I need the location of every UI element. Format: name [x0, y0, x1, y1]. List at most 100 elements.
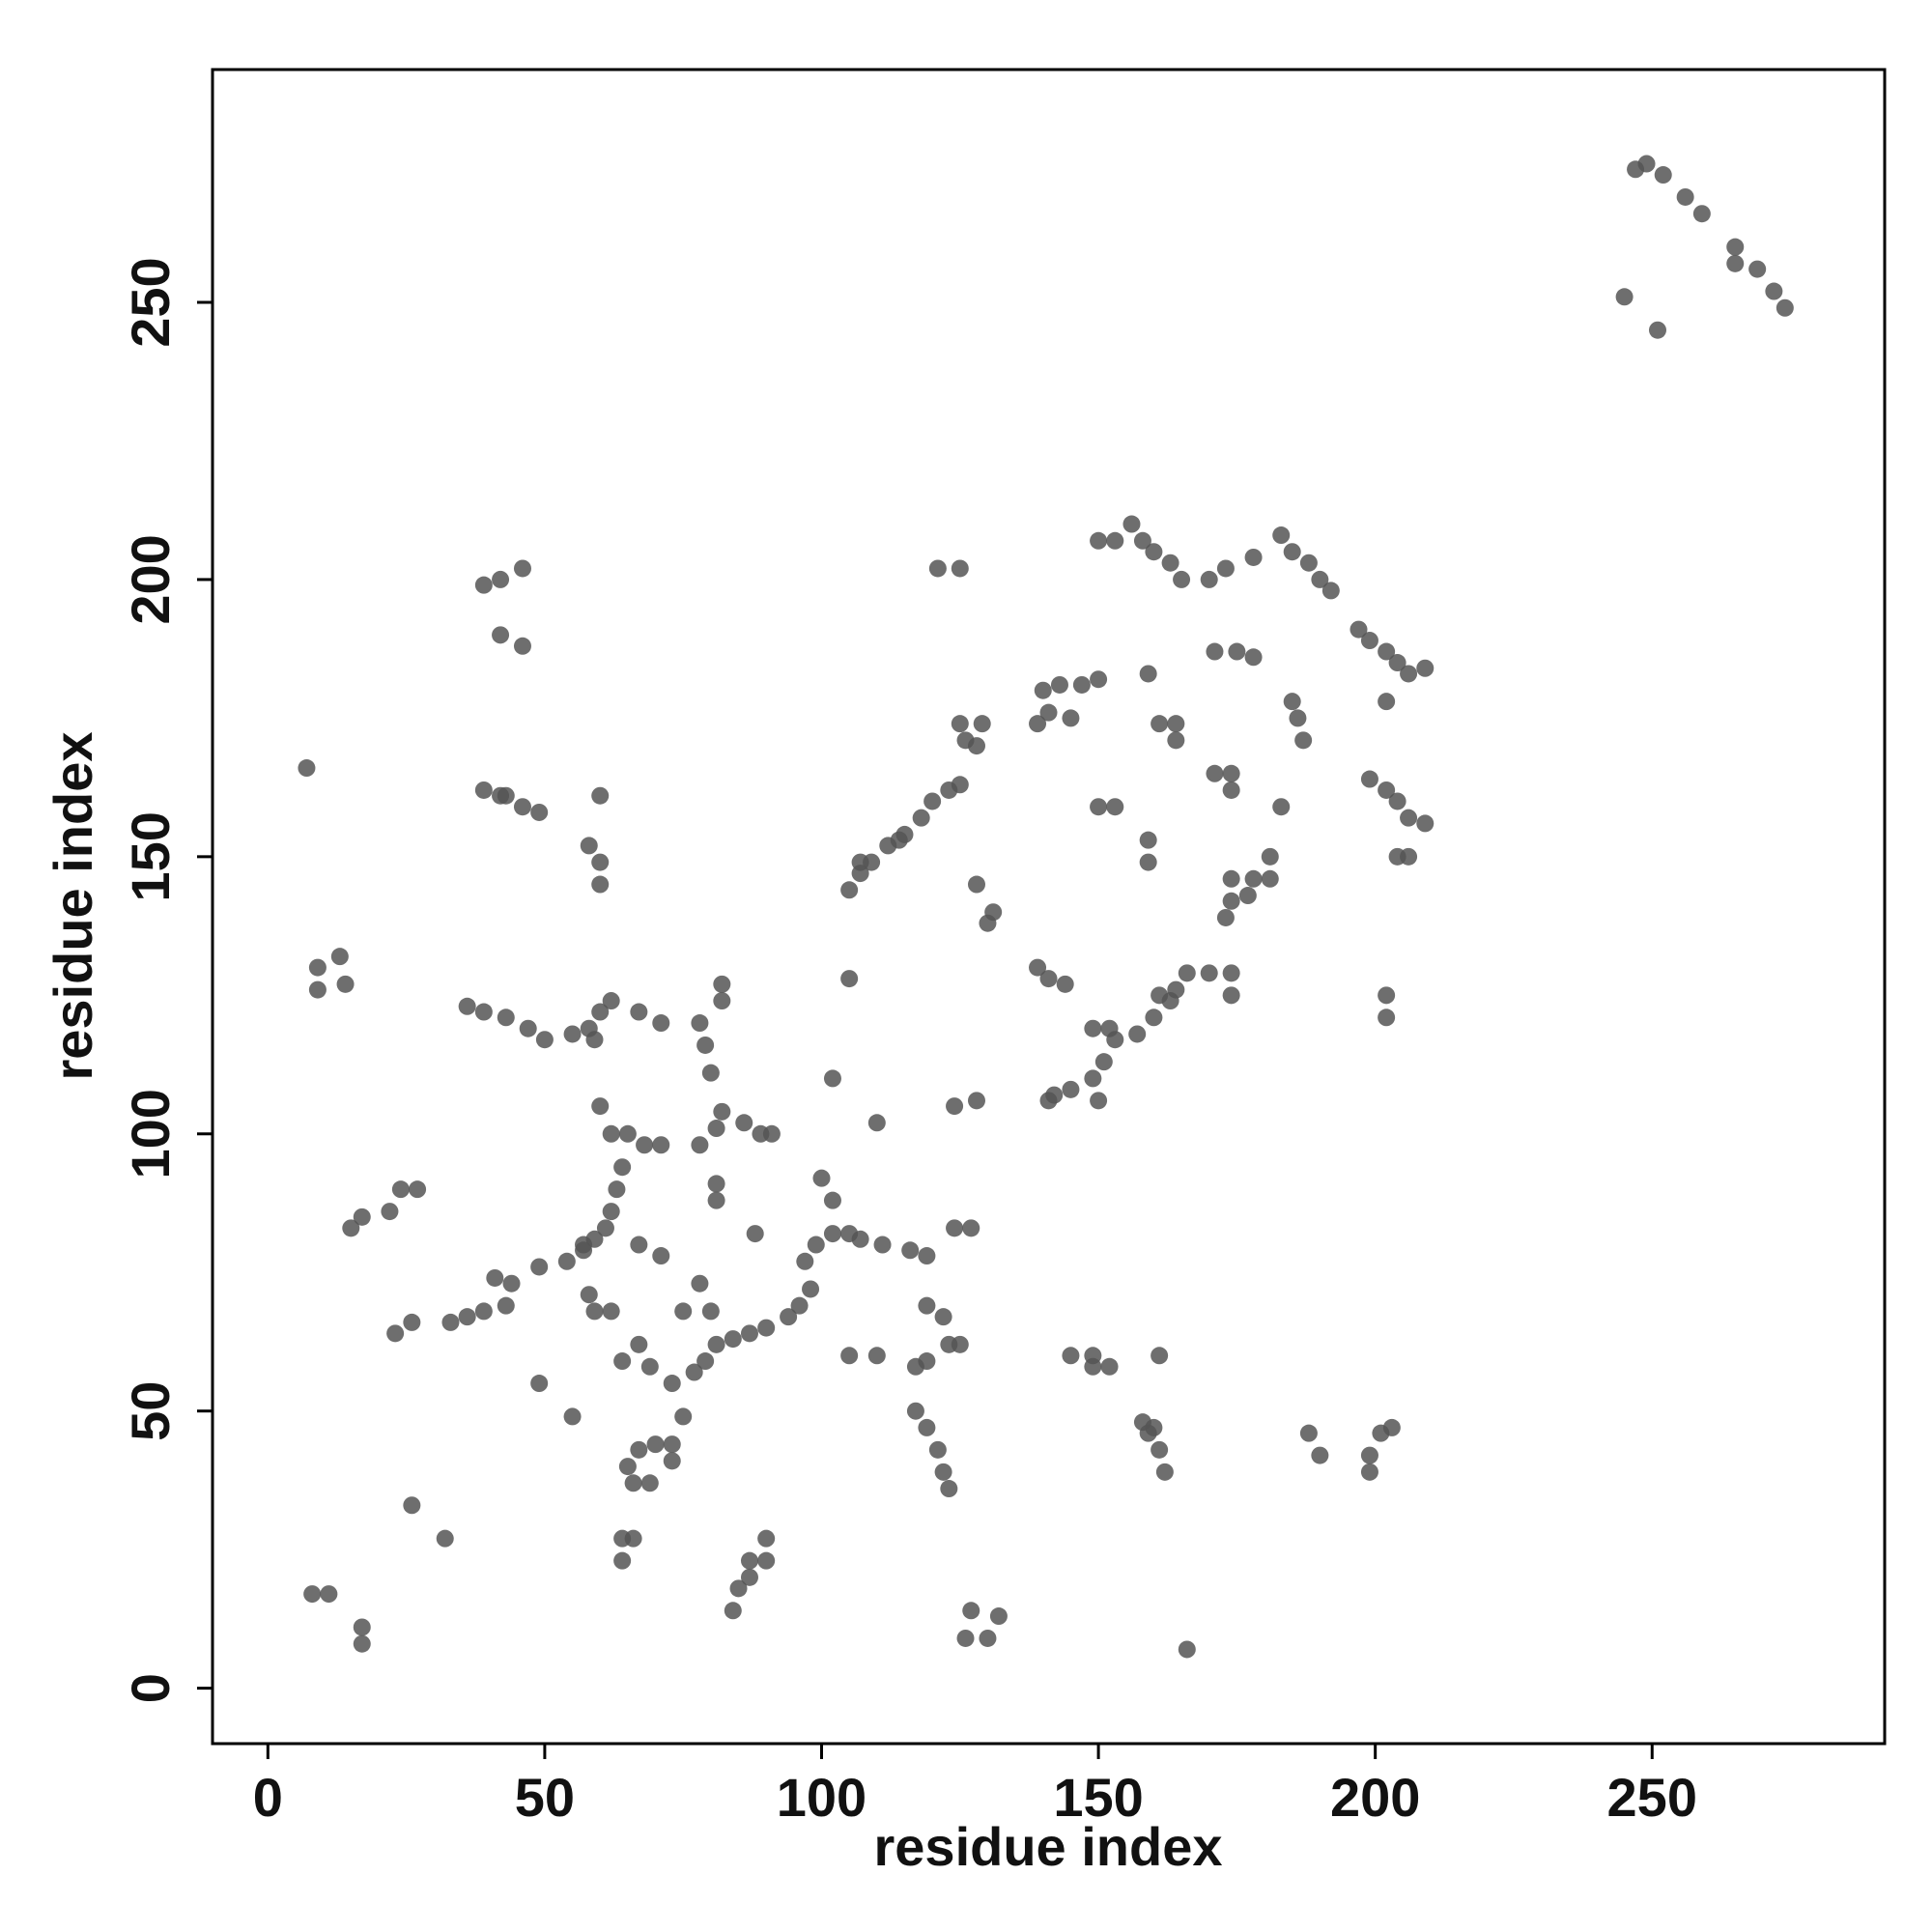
point: [1388, 847, 1406, 866]
point: [1726, 238, 1745, 256]
point: [746, 1225, 764, 1243]
point: [713, 1102, 731, 1121]
point: [979, 1629, 997, 1647]
point: [946, 1097, 964, 1116]
x-tick-label: 100: [777, 1767, 867, 1828]
point: [1244, 548, 1263, 566]
point: [1039, 1092, 1058, 1110]
point: [906, 1402, 924, 1420]
point: [618, 1124, 637, 1143]
point: [1416, 659, 1435, 677]
point: [1100, 1357, 1119, 1376]
point: [608, 1180, 626, 1199]
point: [1084, 1069, 1102, 1088]
point: [1272, 526, 1291, 545]
point: [1206, 764, 1224, 782]
point: [707, 1120, 725, 1138]
point: [513, 798, 531, 816]
point: [823, 1069, 841, 1088]
point: [1133, 531, 1151, 550]
point: [1200, 570, 1218, 588]
point: [1615, 288, 1634, 306]
point: [1062, 1080, 1080, 1098]
point: [1765, 282, 1783, 300]
point: [381, 1203, 399, 1221]
point: [674, 1407, 693, 1426]
point: [1360, 632, 1378, 650]
point: [696, 1352, 715, 1371]
point: [630, 1440, 648, 1459]
point: [790, 1296, 809, 1315]
point: [320, 1585, 338, 1604]
point: [458, 997, 476, 1015]
point: [535, 1031, 554, 1049]
point: [1261, 847, 1279, 866]
point: [1178, 964, 1196, 982]
point: [497, 1009, 515, 1027]
point: [1139, 1424, 1157, 1442]
point: [1261, 869, 1279, 888]
point: [1283, 693, 1301, 711]
point: [492, 570, 510, 588]
point: [1222, 781, 1240, 799]
point: [298, 759, 316, 778]
point: [1283, 543, 1301, 561]
point: [1776, 298, 1794, 317]
point: [1637, 155, 1656, 173]
point: [663, 1375, 681, 1393]
point: [691, 1274, 709, 1293]
y-tick-label: 50: [120, 1381, 181, 1441]
point: [1151, 1440, 1169, 1459]
point: [1084, 1357, 1102, 1376]
point: [1062, 1347, 1080, 1365]
point: [591, 1003, 610, 1021]
point: [1289, 709, 1307, 727]
point: [807, 1236, 825, 1254]
point: [492, 626, 510, 644]
point: [474, 1003, 493, 1021]
point: [409, 1180, 427, 1199]
point: [724, 1330, 742, 1349]
point: [652, 1136, 670, 1154]
point: [308, 958, 327, 977]
point: [602, 992, 620, 1010]
point: [729, 1579, 748, 1598]
point: [1350, 620, 1368, 639]
point: [1173, 570, 1191, 588]
point: [1388, 654, 1406, 672]
point: [1400, 665, 1418, 683]
point: [1222, 892, 1240, 910]
point: [967, 1092, 985, 1110]
point: [757, 1319, 776, 1337]
point: [1216, 908, 1235, 926]
point: [1206, 642, 1224, 661]
point: [1090, 670, 1108, 689]
point: [762, 1124, 781, 1143]
point: [1139, 665, 1157, 683]
point: [1122, 515, 1141, 533]
point: [701, 1064, 720, 1082]
point: [1090, 1092, 1108, 1110]
point: [674, 1302, 693, 1321]
point: [873, 1236, 892, 1254]
point: [303, 1585, 322, 1604]
point: [928, 1440, 947, 1459]
point: [474, 576, 493, 594]
point: [636, 1136, 654, 1154]
point: [735, 1114, 753, 1132]
point: [1106, 798, 1124, 816]
point: [707, 1335, 725, 1353]
point: [519, 1019, 537, 1037]
point: [502, 1274, 521, 1293]
point: [757, 1529, 776, 1548]
point: [918, 1296, 936, 1315]
point: [1726, 254, 1745, 272]
point: [403, 1313, 421, 1331]
point: [353, 1208, 371, 1226]
point: [691, 1136, 709, 1154]
point: [1321, 582, 1340, 600]
y-axis-label: residue index: [43, 731, 103, 1080]
point: [923, 792, 942, 810]
point: [591, 875, 610, 894]
